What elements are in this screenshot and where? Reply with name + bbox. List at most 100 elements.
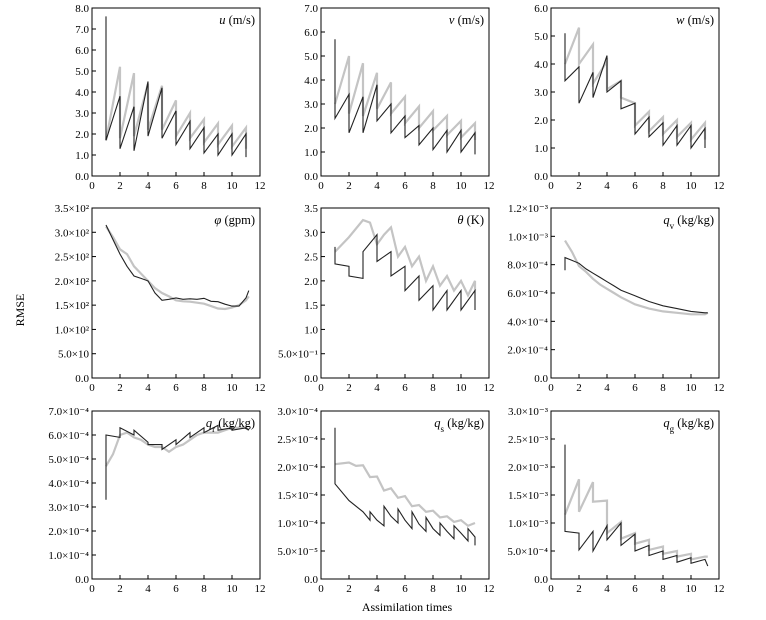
series-line-1 — [105, 225, 250, 311]
y-tick-label: 3.0×10⁻⁴ — [277, 406, 318, 418]
y-tick-label: 1.0×10⁻³ — [508, 518, 549, 530]
y-tick-label: 7.0×10⁻⁴ — [48, 406, 89, 418]
x-tick-label: 12 — [484, 180, 495, 192]
panels-group: 0 2 4 6 8 10 12 0.0 1.0 2.0 3.0 4.0 5.0 6.0 7.0 8.0 u (m… — [48, 3, 724, 595]
series-line-1 — [334, 218, 477, 298]
panel-4: 0 2 4 6 8 10 12 0.0 5.0×10 1.0×10² 1.5×10² 2.0×10² 2… — [55, 203, 266, 394]
x-tick-label: 10 — [456, 382, 468, 394]
plot-frame — [550, 410, 720, 580]
y-tick-label: 1.0 — [534, 143, 548, 155]
x-tick-label: 10 — [686, 583, 698, 595]
x-tick-label: 0 — [548, 382, 554, 394]
y-tick-label: 3.0×10² — [55, 227, 90, 239]
y-tick-label: 4.0 — [534, 59, 548, 71]
x-tick-label: 12 — [714, 583, 725, 595]
x-tick-label: 6 — [173, 180, 179, 192]
y-tick-label: 5.0×10 — [58, 349, 89, 361]
x-tick-label: 0 — [548, 583, 554, 595]
y-tick-label: 0.0 — [534, 574, 548, 586]
y-tick-label: 1.0×10⁻³ — [508, 231, 549, 243]
y-tick-label: 5.0 — [304, 51, 318, 63]
y-tick-label: 4.0 — [304, 75, 318, 87]
x-tick-label: 8 — [660, 583, 666, 595]
panel-title: qv (kg/kg) — [663, 213, 714, 231]
y-tick-label: 0.0 — [304, 574, 318, 586]
panel-1: 0 2 4 6 8 10 12 0.0 1.0 2.0 3.0 4.0 5.0 6.0 7.0 8.0 u (m… — [75, 3, 265, 192]
figure-ylabel: RMSE — [13, 294, 27, 327]
y-tick-label: 5.0 — [75, 66, 89, 78]
x-tick-label: 4 — [145, 583, 151, 595]
y-tick-label: 2.0 — [75, 129, 89, 141]
series-line-2 — [334, 233, 476, 312]
y-tick-label: 3.0×10⁻³ — [508, 406, 549, 418]
y-tick-label: 0.0 — [534, 373, 548, 385]
x-tick-label: 0 — [318, 583, 324, 595]
x-tick-label: 10 — [456, 583, 468, 595]
y-tick-label: 1.0×10⁻⁴ — [48, 550, 89, 562]
panel-3: 0 2 4 6 8 10 12 0.0 1.0 2.0 3.0 4.0 5.0 6.0 w (m/s) — [534, 3, 724, 192]
y-tick-label: 2.0 — [304, 123, 318, 135]
y-tick-label: 1.5×10⁻⁴ — [277, 490, 318, 502]
x-tick-label: 0 — [89, 583, 95, 595]
series-line-2 — [105, 16, 247, 158]
y-tick-label: 3.5×10² — [55, 203, 90, 215]
y-tick-label: 8.0×10⁻⁴ — [507, 260, 548, 272]
x-tick-label: 12 — [714, 382, 725, 394]
y-tick-label: 4.0×10⁻⁴ — [48, 478, 89, 490]
y-tick-label: 1.0 — [304, 147, 318, 159]
x-tick-label: 8 — [430, 382, 436, 394]
x-tick-label: 6 — [632, 180, 638, 192]
panel-5: 0 2 4 6 8 10 12 0.0 5.0×10⁻¹ 1.0 1.5 2.0 2.5 3.0 3.5 θ … — [278, 203, 495, 394]
x-tick-label: 2 — [576, 382, 582, 394]
x-tick-label: 10 — [456, 180, 468, 192]
x-tick-label: 10 — [686, 180, 698, 192]
x-tick-label: 2 — [117, 382, 123, 394]
x-tick-label: 0 — [89, 382, 95, 394]
y-tick-label: 2.0 — [534, 115, 548, 127]
panel-title: qg (kg/kg) — [663, 416, 714, 434]
plot-frame — [320, 207, 490, 379]
y-tick-label: 2.0×10⁻⁴ — [48, 526, 89, 538]
x-tick-label: 8 — [660, 382, 666, 394]
y-tick-label: 7.0 — [75, 24, 89, 36]
x-tick-label: 4 — [145, 382, 151, 394]
y-tick-label: 5.0×10⁻⁵ — [277, 546, 318, 558]
y-tick-label: 0.0 — [75, 574, 89, 586]
x-tick-label: 2 — [576, 583, 582, 595]
x-tick-label: 8 — [660, 180, 666, 192]
x-tick-label: 12 — [714, 180, 725, 192]
x-tick-label: 6 — [173, 583, 179, 595]
panel-title: qs (kg/kg) — [434, 416, 484, 434]
series-line-2 — [564, 33, 706, 150]
y-tick-label: 2.0×10⁻⁴ — [277, 462, 318, 474]
figure-xlabel: Assimilation times — [362, 600, 453, 614]
series-line-2 — [105, 424, 250, 500]
y-tick-label: 1.5×10⁻³ — [508, 490, 549, 502]
y-tick-label: 4.0 — [75, 87, 89, 99]
x-tick-label: 2 — [346, 180, 352, 192]
panel-title: θ (K) — [457, 213, 484, 227]
y-tick-label: 2.0×10⁻³ — [508, 462, 549, 474]
series-line-2 — [564, 256, 708, 314]
x-tick-label: 10 — [227, 583, 239, 595]
y-tick-label: 2.0×10² — [55, 276, 90, 288]
x-tick-label: 4 — [604, 382, 610, 394]
y-tick-label: 1.0 — [75, 150, 89, 162]
panel-9: 0 2 4 6 8 10 12 0.0 5.0×10⁻⁴ 1.0×10⁻³ 1.5×10⁻³ 2.0×… — [507, 406, 724, 595]
x-tick-label: 6 — [402, 382, 408, 394]
series-line-1 — [334, 461, 476, 528]
y-tick-label: 5.0×10⁻⁴ — [507, 546, 548, 558]
y-tick-label: 0.0 — [304, 373, 318, 385]
x-tick-label: 6 — [173, 382, 179, 394]
y-tick-label: 7.0 — [304, 3, 318, 15]
x-tick-label: 0 — [318, 180, 324, 192]
y-tick-label: 1.0×10² — [55, 324, 90, 336]
y-tick-label: 3.0 — [304, 227, 318, 239]
y-tick-label: 2.5×10⁻⁴ — [277, 434, 318, 446]
series-line-2 — [334, 39, 476, 155]
x-tick-label: 2 — [346, 382, 352, 394]
y-tick-label: 6.0 — [534, 3, 548, 15]
x-tick-label: 10 — [686, 382, 698, 394]
x-tick-label: 4 — [604, 583, 610, 595]
